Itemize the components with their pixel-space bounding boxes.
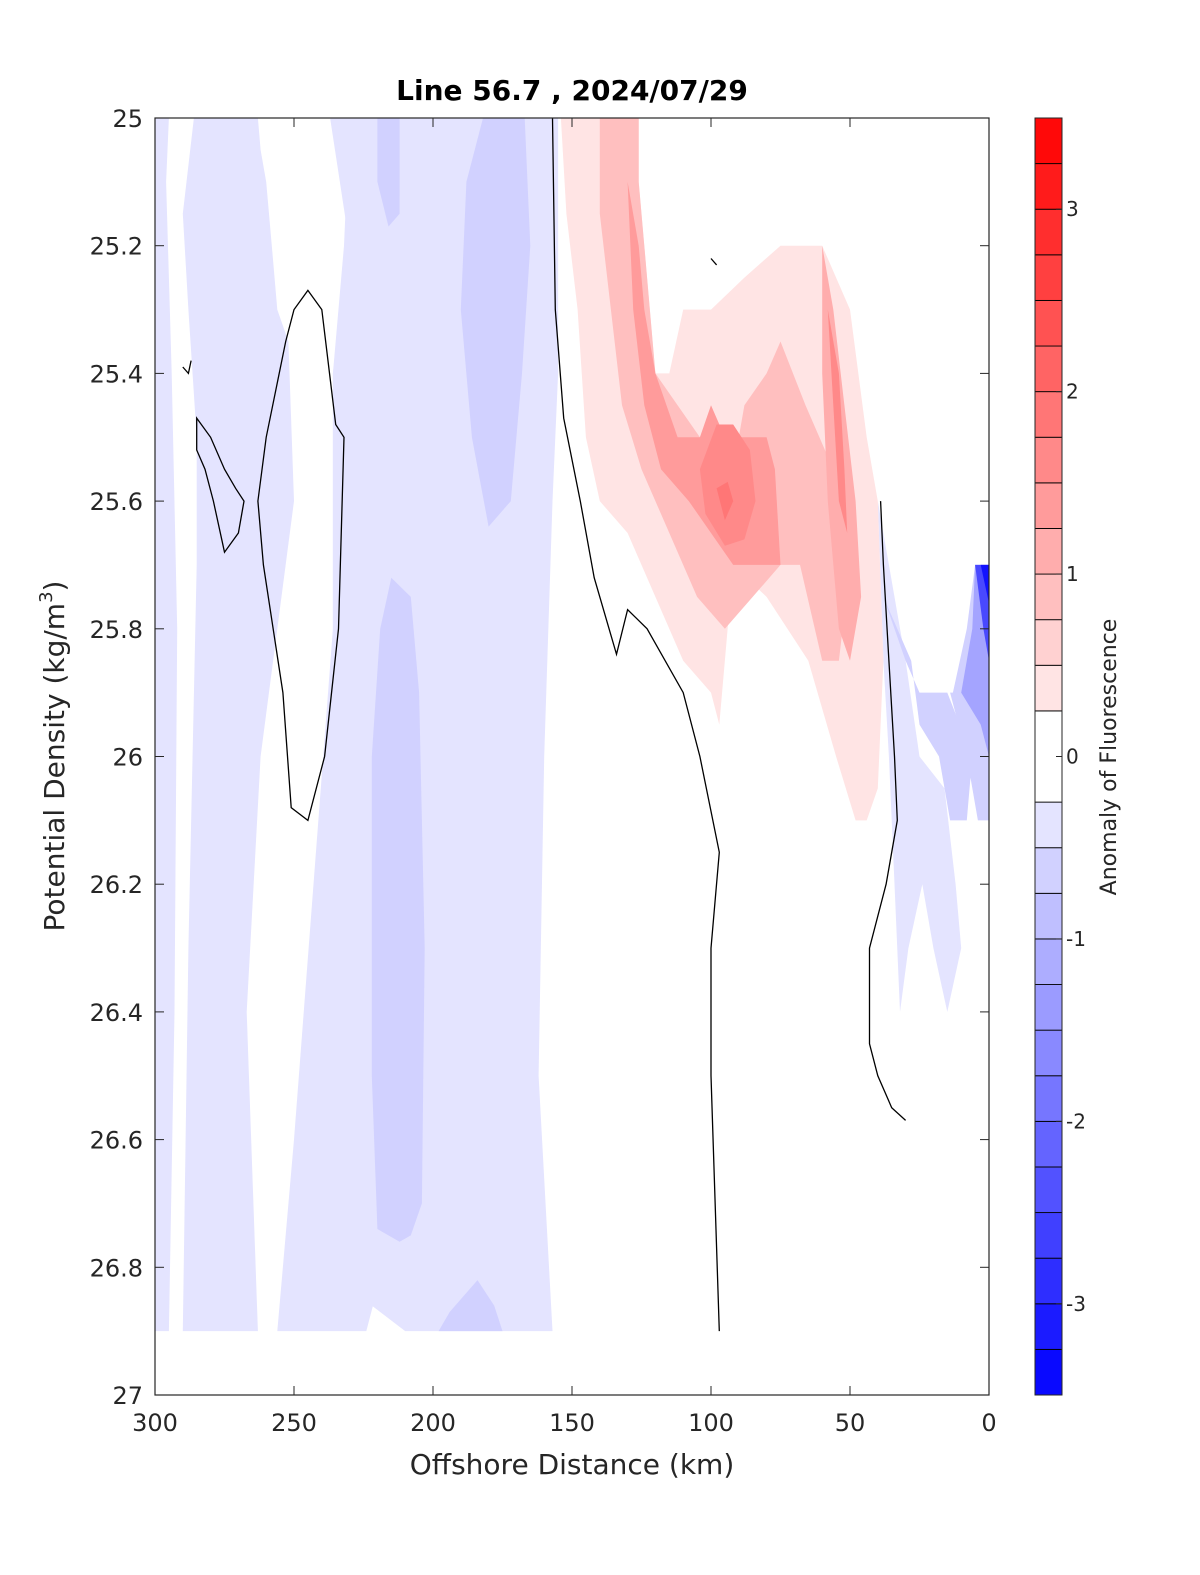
x-tick-label: 300: [132, 1409, 178, 1437]
contour-line-small-tick-1: [182, 360, 192, 375]
x-tick-label: 250: [271, 1409, 317, 1437]
contour-region-center-strip-2: [460, 118, 531, 527]
y-axis-label-superscript: 3: [36, 591, 57, 602]
contour-region-far-west: [182, 118, 294, 1332]
contour-line-west-loop: [257, 289, 345, 822]
colorbar-band: [1034, 801, 1063, 849]
colorbar-band: [1034, 1029, 1063, 1077]
y-tick-label: 27: [112, 1382, 143, 1410]
colorbar-band: [1034, 1212, 1063, 1259]
contour-region-center-strip-4: [438, 1280, 503, 1332]
y-tick-label: 26.4: [90, 999, 143, 1027]
colorbar-band: [1034, 208, 1063, 256]
y-axis-label: Potential Density (kg/m3): [36, 581, 71, 932]
contour-fills: [155, 118, 989, 1332]
colorbar-band: [1034, 1348, 1063, 1396]
colorbar-band: [1034, 299, 1063, 347]
colorbar-tick-label: 2: [1066, 380, 1079, 404]
y-tick-label: 26.2: [90, 871, 143, 899]
colorbar-band: [1034, 892, 1063, 940]
contour-region-center-strip-3: [371, 577, 425, 1242]
colorbar-band: [1034, 984, 1063, 1031]
colorbar-band: [1034, 573, 1063, 621]
zero-contour-lines: [182, 118, 907, 1332]
contour-region-red-mid-1: [599, 118, 850, 661]
contour-region-coastal-low-4: [980, 564, 989, 604]
contour-region-red-core: [716, 481, 734, 521]
x-axis-label: Offshore Distance (km): [410, 1448, 735, 1481]
contour-region-west-edge: [155, 118, 178, 1332]
colorbar-tick-label: -3: [1066, 1292, 1086, 1316]
colorbar-band: [1034, 619, 1063, 666]
contour-line-east-zero-line: [868, 501, 907, 1121]
contour-region-center-strip-1: [377, 118, 400, 227]
colorbar-band: [1034, 436, 1063, 484]
y-tick-label: 26.8: [90, 1254, 143, 1282]
colorbar-tick-label: -2: [1066, 1109, 1086, 1133]
colorbar-band: [1034, 664, 1063, 712]
colorbar-band: [1034, 254, 1063, 301]
colorbar-label: Anomaly of Fluorescence: [1097, 619, 1122, 896]
x-axis-ticks: 300 250 200 150 100 50 0: [132, 118, 997, 1437]
contour-region-east-negative-2: [883, 596, 973, 821]
colorbar: 3 2 1 0 -1 -2 -3: [1034, 117, 1086, 1396]
colorbar-band: [1034, 117, 1063, 165]
y-tick-label: 26.6: [90, 1127, 143, 1155]
contour-region-red-east-strip-2: [827, 309, 848, 533]
colorbar-band: [1034, 391, 1063, 438]
contour-line-far-west-loop: [196, 416, 245, 554]
colorbar-band: [1034, 1166, 1063, 1214]
colorbar-band: [1034, 847, 1063, 894]
y-tick-label: 26: [112, 744, 143, 772]
colorbar-tick-label: -1: [1066, 927, 1086, 951]
x-tick-label: 100: [688, 1409, 734, 1437]
contour-region-east-negative-1: [877, 501, 962, 1012]
colorbar-band: [1034, 528, 1063, 575]
colorbar-tick-label: 3: [1066, 197, 1079, 221]
x-tick-label: 0: [981, 1409, 996, 1437]
y-axis-ticks: 25 25.2 25.4 25.6 25.8 26 26.2 26.4 26.6 26.8 27: [90, 105, 989, 1410]
contour-line-small-tick-2: [710, 258, 718, 266]
y-tick-label: 25.6: [90, 488, 143, 516]
colorbar-tick-label: 1: [1066, 562, 1079, 586]
chart-title: Line 56.7 , 2024/07/29: [396, 74, 748, 107]
y-tick-label: 25: [112, 105, 143, 133]
colorbar-band: [1034, 482, 1063, 529]
contour-line-center-zero-line: [551, 118, 720, 1332]
contour-region-coastal-low-3: [975, 564, 989, 661]
colorbar-band: [1034, 345, 1063, 393]
colorbar-tick-label: 0: [1066, 745, 1079, 769]
y-tick-label: 25.8: [90, 616, 143, 644]
colorbar-band: [1034, 1120, 1063, 1168]
x-tick-label: 200: [410, 1409, 456, 1437]
x-tick-label: 150: [549, 1409, 595, 1437]
colorbar-band: [1034, 1075, 1063, 1122]
y-tick-label: 25.4: [90, 360, 143, 388]
colorbar-band: [1034, 938, 1063, 985]
colorbar-band: [1034, 1303, 1063, 1350]
colorbar-band: [1034, 1257, 1063, 1305]
y-tick-label: 25.2: [90, 233, 143, 261]
x-tick-label: 50: [835, 1409, 866, 1437]
colorbar-band: [1034, 163, 1063, 210]
